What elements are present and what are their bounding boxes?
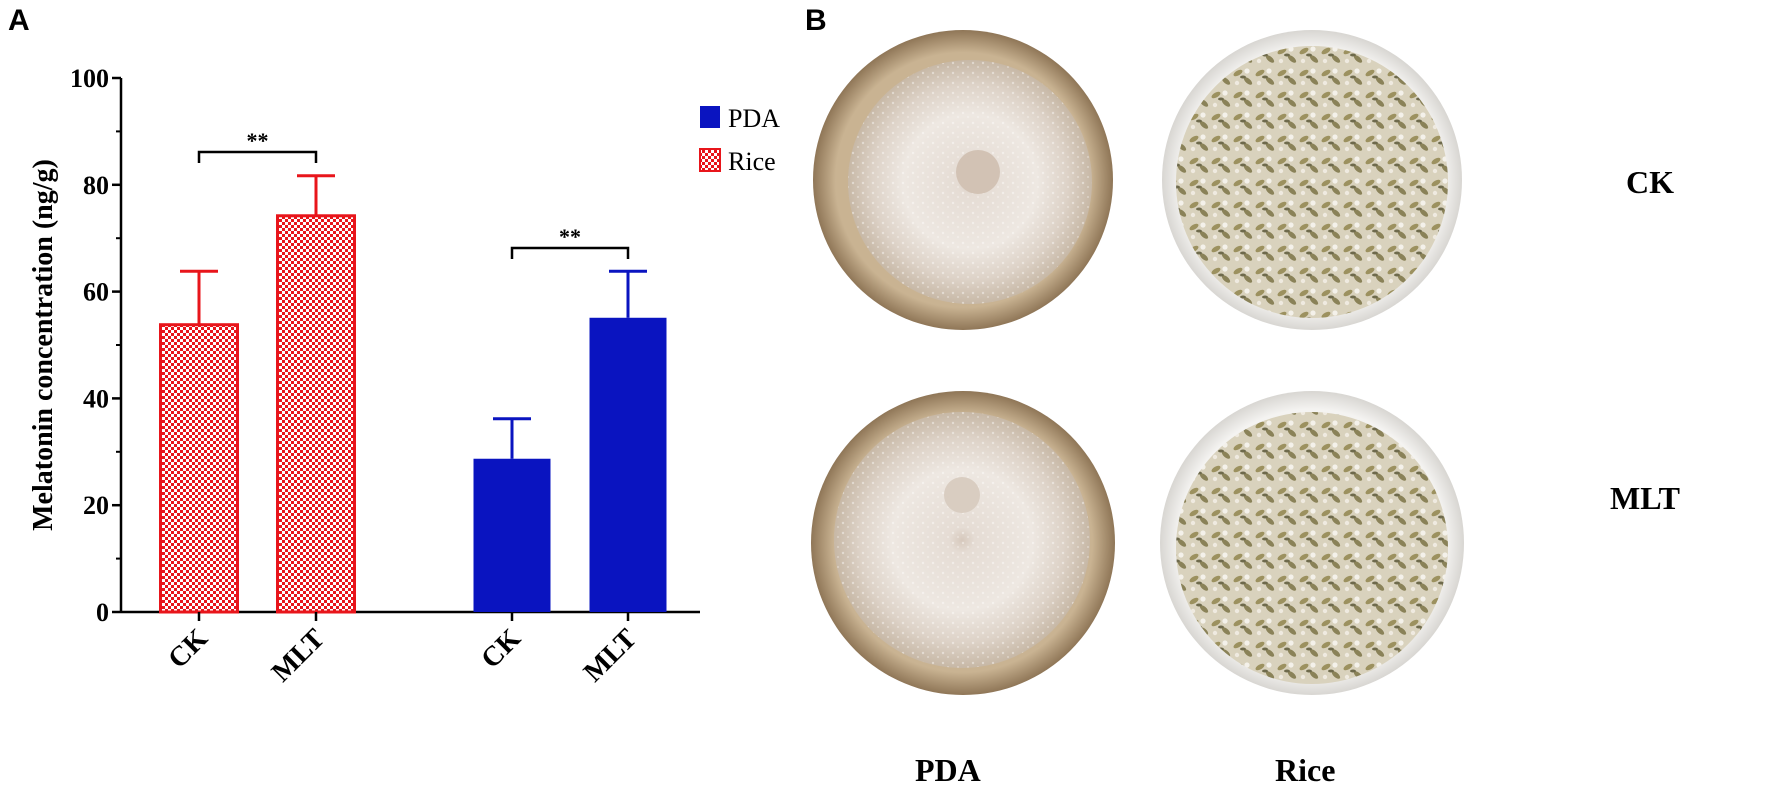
row-label-mlt: MLT <box>1610 480 1680 516</box>
photo-rice-ck <box>1162 30 1462 330</box>
x-tick-label: MLT <box>266 623 331 688</box>
photo-pda-ck <box>813 30 1113 330</box>
y-axis-label: Melatonin concentration (ng/g) <box>28 159 59 531</box>
column-label-rice: Rice <box>1275 752 1336 788</box>
significance-bracket <box>510 246 630 259</box>
significance-bracket <box>197 150 318 163</box>
legend-swatch-rice <box>699 148 721 172</box>
bar-pda-ck <box>473 458 551 612</box>
photo-pda-mlt <box>811 391 1115 695</box>
y-tick-label: 60 <box>83 278 109 307</box>
legend-label-rice: Rice <box>728 147 776 176</box>
y-tick-label: 20 <box>83 491 109 520</box>
photo-rice-mlt <box>1160 391 1464 695</box>
y-tick-label: 0 <box>96 598 109 627</box>
bar-rice-ck <box>159 323 239 614</box>
y-tick-label: 80 <box>83 171 109 200</box>
x-tick-label: MLT <box>578 623 643 688</box>
x-tick-label: CK <box>475 623 527 675</box>
significance-label: ** <box>247 128 269 153</box>
bar-pda-mlt <box>589 317 667 612</box>
bar-rice-mlt <box>276 214 356 614</box>
legend-label-pda: PDA <box>728 104 780 133</box>
panel-a-label: A <box>8 4 30 37</box>
row-label-ck: CK <box>1626 164 1674 200</box>
legend-swatch-pda <box>700 106 720 128</box>
significance-label: ** <box>559 224 581 249</box>
y-tick-label: 100 <box>70 64 109 93</box>
bar-chart: 0 20 40 60 80 100 Melatonin concentration (ng/… <box>28 64 780 688</box>
panel-b-label: B <box>805 4 827 37</box>
x-tick-label: CK <box>162 623 214 675</box>
y-tick-label: 40 <box>83 384 109 413</box>
column-label-pda: PDA <box>915 752 981 788</box>
